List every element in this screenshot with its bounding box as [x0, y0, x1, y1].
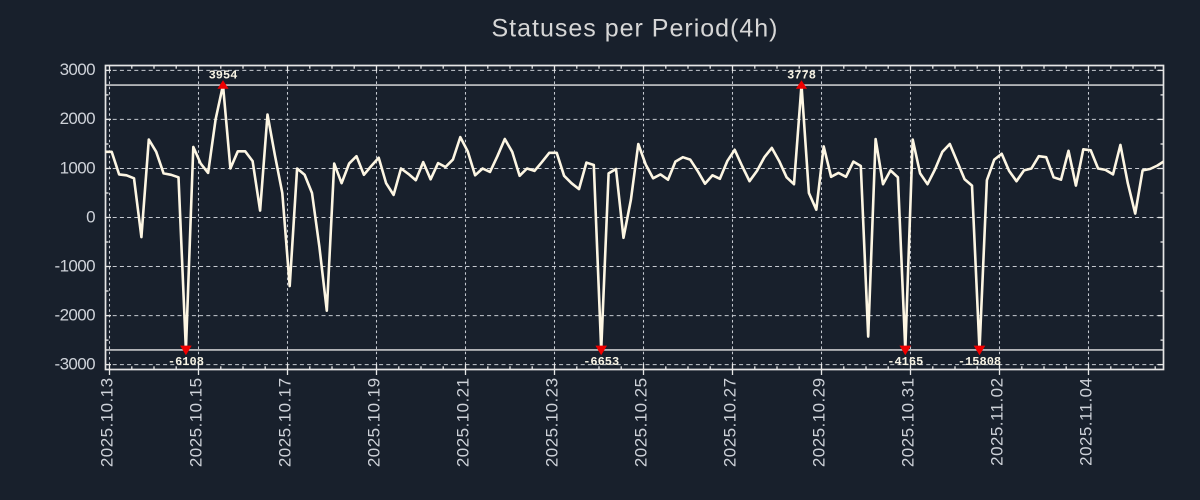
svg-text:-3000: -3000 — [55, 354, 96, 373]
svg-text:2025.10.27: 2025.10.27 — [721, 378, 740, 468]
svg-text:2025.10.31: 2025.10.31 — [899, 378, 918, 468]
svg-text:2025.11.04: 2025.11.04 — [1077, 378, 1096, 466]
svg-text:2025.10.19: 2025.10.19 — [365, 378, 384, 468]
svg-text:2000: 2000 — [60, 109, 96, 128]
svg-text:-6108: -6108 — [168, 355, 204, 369]
svg-text:0: 0 — [86, 207, 95, 226]
svg-text:3000: 3000 — [60, 60, 96, 79]
svg-text:2025.10.13: 2025.10.13 — [98, 378, 117, 468]
svg-text:3954: 3954 — [209, 69, 238, 83]
svg-text:-15808: -15808 — [958, 355, 1001, 369]
svg-text:2025.10.29: 2025.10.29 — [810, 378, 829, 468]
svg-text:2025.10.15: 2025.10.15 — [187, 378, 206, 468]
svg-text:2025.10.23: 2025.10.23 — [543, 378, 562, 468]
svg-text:2025.10.25: 2025.10.25 — [632, 378, 651, 468]
svg-text:3778: 3778 — [787, 69, 816, 83]
svg-text:-1000: -1000 — [55, 256, 96, 275]
svg-text:-4165: -4165 — [887, 355, 923, 369]
svg-text:1000: 1000 — [60, 158, 96, 177]
svg-text:2025.11.02: 2025.11.02 — [988, 378, 1007, 466]
svg-text:2025.10.21: 2025.10.21 — [454, 378, 473, 468]
svg-text:Statuses per Period(4h): Statuses per Period(4h) — [491, 15, 778, 43]
svg-text:-2000: -2000 — [55, 305, 96, 324]
svg-text:-6653: -6653 — [583, 355, 619, 369]
svg-text:2025.10.17: 2025.10.17 — [276, 378, 295, 468]
